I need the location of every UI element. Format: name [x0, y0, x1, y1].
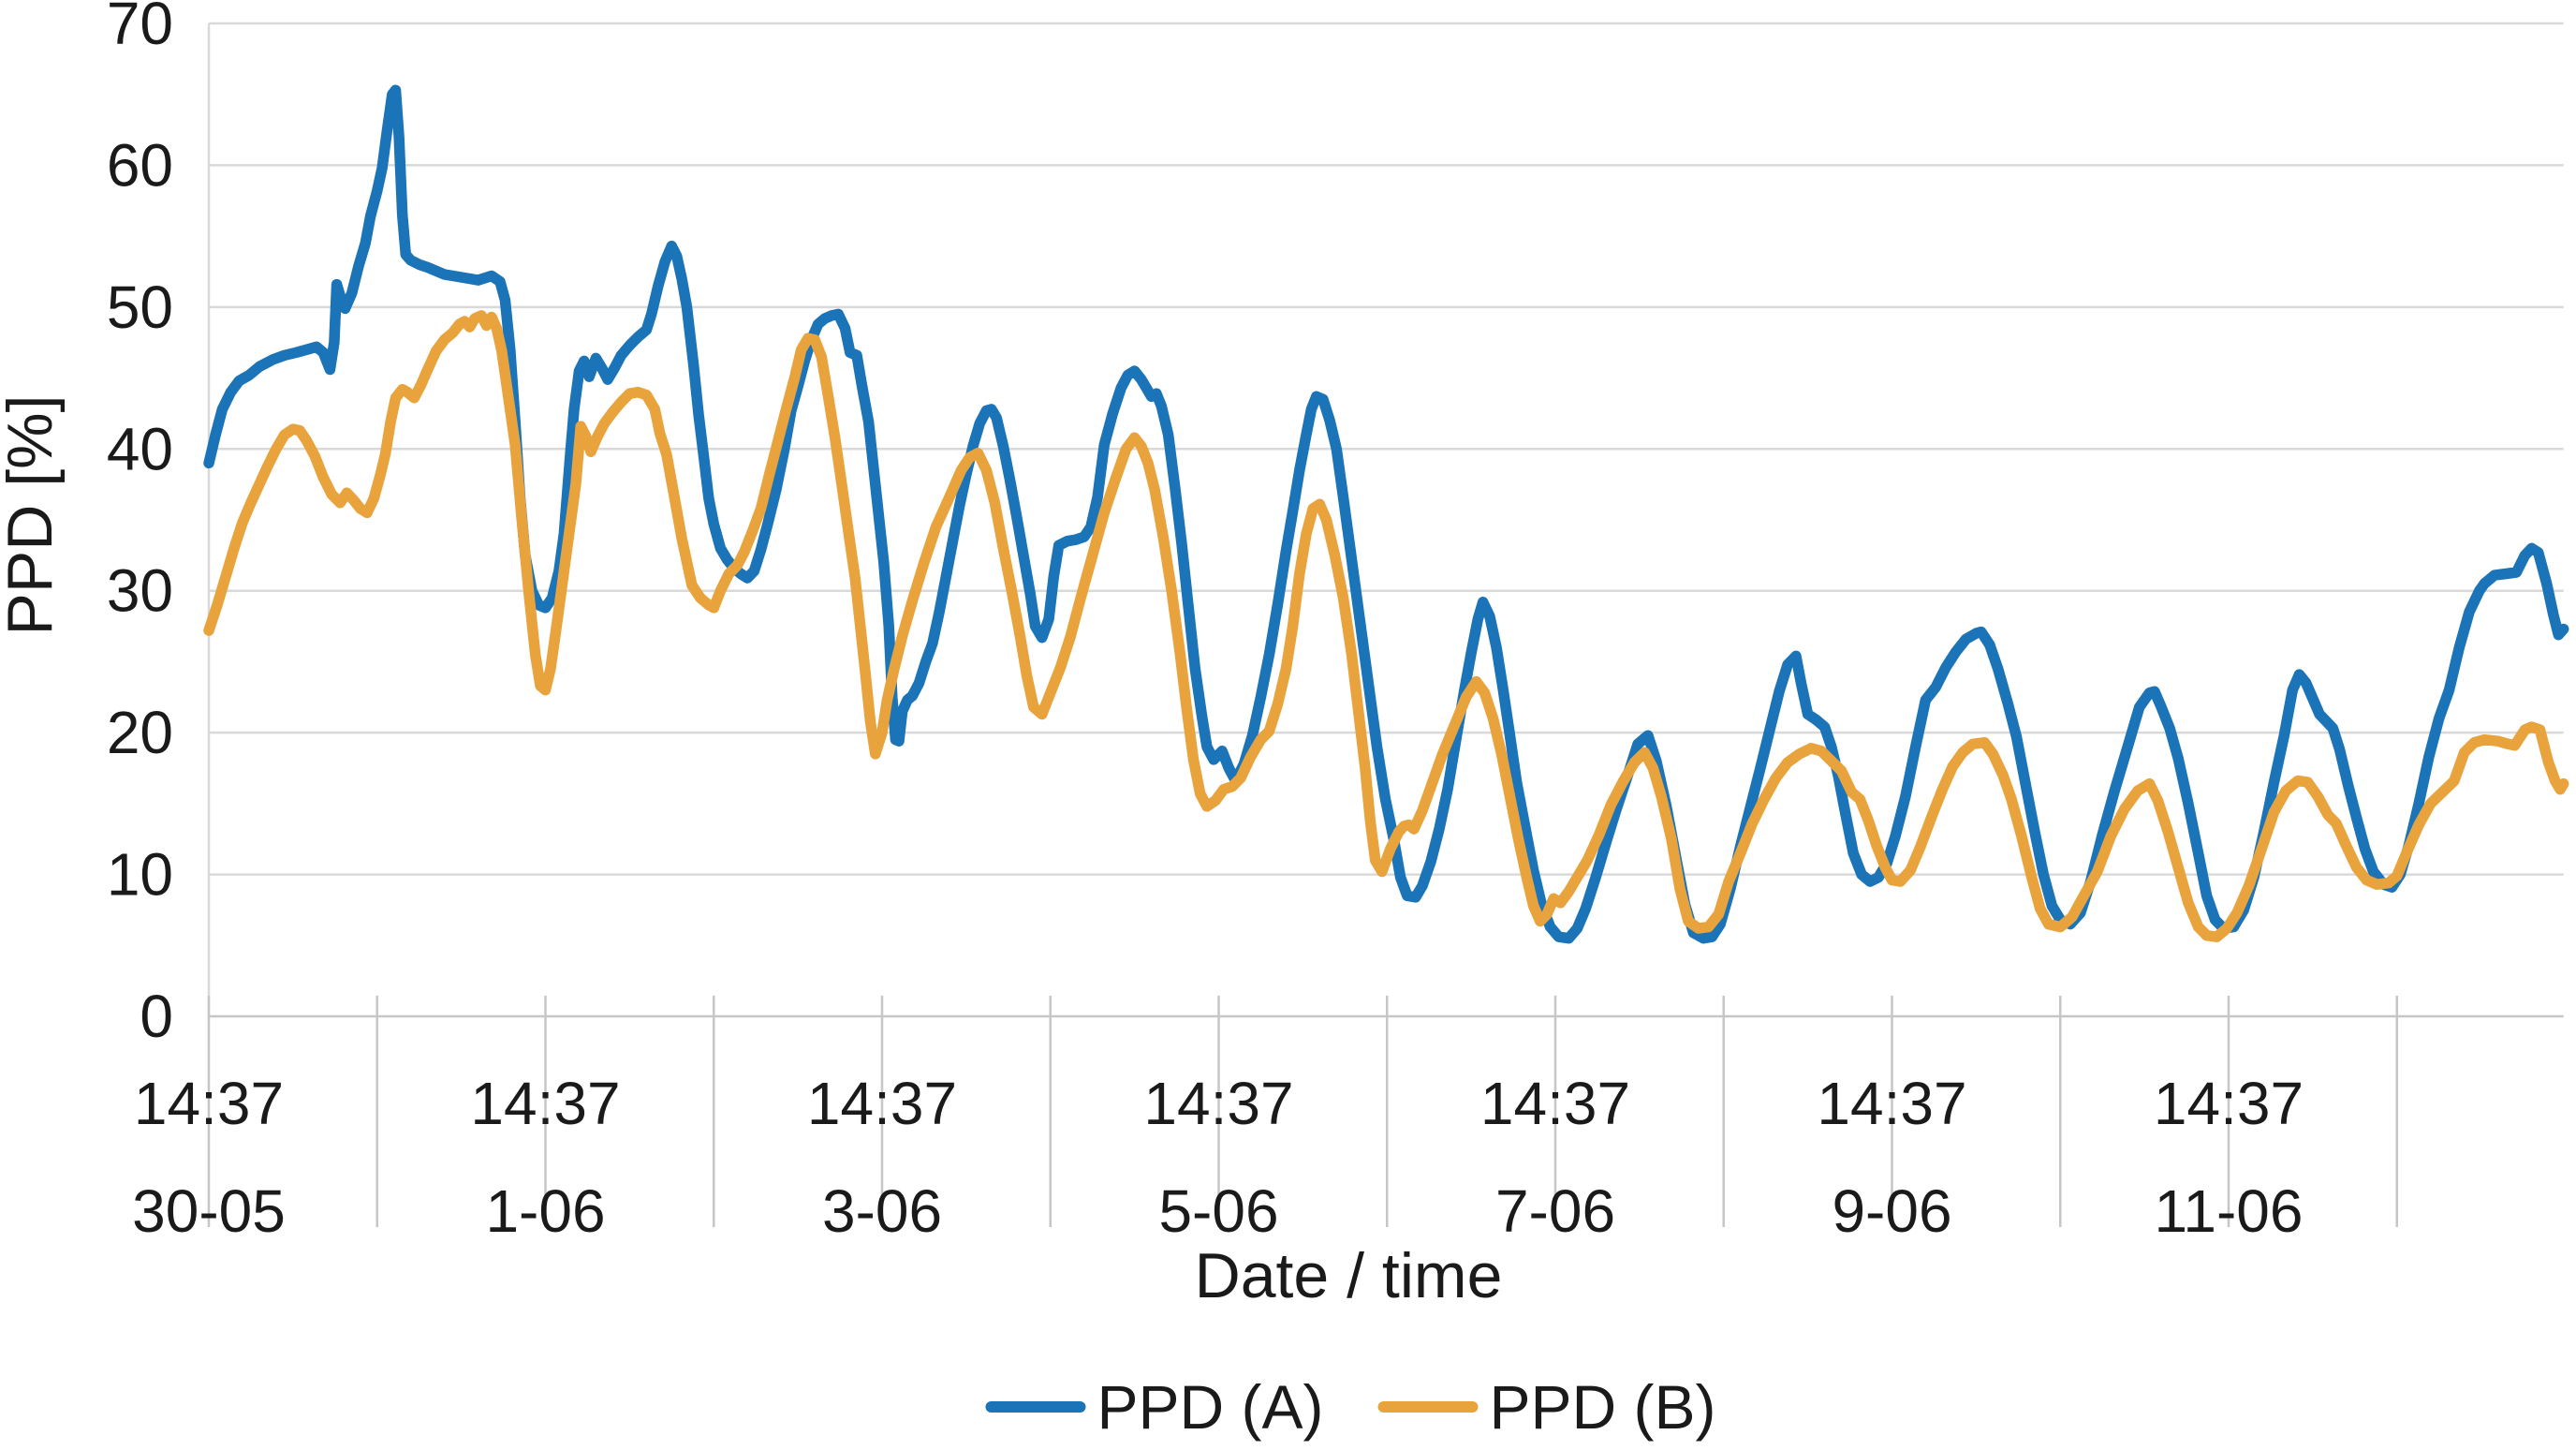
x-tick-date-1-06: 1-06: [485, 1177, 605, 1245]
x-tick-time-3-06: 14:37: [807, 1070, 957, 1137]
x-tick-date-3-06: 3-06: [822, 1177, 942, 1245]
x-tick-date-7-06: 7-06: [1495, 1177, 1615, 1245]
x-tick-time-11-06: 14:37: [2154, 1070, 2304, 1137]
legend-label-ppd-a: PPD (A): [1097, 1372, 1324, 1442]
y-tick-label-50: 50: [107, 274, 173, 341]
x-tick-time-1-06: 14:37: [470, 1070, 620, 1137]
x-tick-time-30-05: 14:37: [134, 1070, 284, 1137]
y-tick-label-30: 30: [107, 557, 173, 625]
x-tick-date-11-06: 11-06: [2155, 1177, 2304, 1245]
y-tick-label-40: 40: [107, 415, 173, 482]
y-tick-label-10: 10: [107, 841, 173, 909]
y-axis-tick-labels: 0 10 20 30 40 50 60 70: [107, 0, 173, 1050]
legend: PPD (A) PPD (B): [985, 1372, 1716, 1442]
x-tick-date-5-06: 5-06: [1158, 1177, 1278, 1245]
axis-ticks: [207, 996, 2398, 1227]
gridlines: [207, 22, 2564, 1018]
series-line-ppd-a: [203, 84, 2569, 944]
y-tick-label-0: 0: [140, 983, 173, 1050]
series-line-ppd-b: [203, 310, 2569, 942]
x-tick-time-9-06: 14:37: [1817, 1070, 1966, 1137]
x-tick-time-7-06: 14:37: [1480, 1070, 1630, 1137]
x-tick-date-30-05: 30-05: [132, 1177, 286, 1245]
legend-item-ppd-b: PPD (B): [1377, 1372, 1716, 1442]
legend-item-ppd-a: PPD (A): [985, 1372, 1324, 1442]
y-tick-label-60: 60: [107, 131, 173, 199]
x-tick-date-9-06: 9-06: [1832, 1177, 1951, 1245]
legend-label-ppd-b: PPD (B): [1490, 1372, 1716, 1442]
x-axis-tick-labels: 14:37 30-05 14:37 1-06 14:37 3-06 14:37 5-06 14:…: [132, 1070, 2304, 1245]
x-tick-time-5-06: 14:37: [1143, 1070, 1293, 1137]
y-tick-label-20: 20: [107, 699, 173, 766]
x-axis-title: Date / time: [1195, 1240, 1503, 1311]
y-tick-label-70: 70: [107, 0, 173, 57]
data-series: [203, 84, 2569, 944]
y-axis-title: PPD [%]: [0, 395, 66, 636]
